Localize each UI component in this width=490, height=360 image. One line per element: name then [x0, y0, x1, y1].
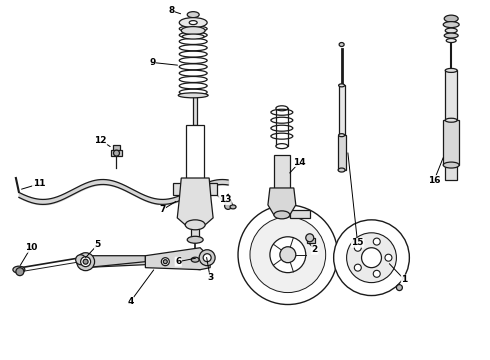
Text: 15: 15	[351, 238, 364, 247]
Ellipse shape	[191, 257, 199, 262]
Text: 1: 1	[401, 275, 408, 284]
Circle shape	[373, 238, 380, 245]
Circle shape	[373, 270, 380, 277]
Bar	[307, 238, 315, 243]
Circle shape	[270, 237, 306, 273]
Ellipse shape	[185, 220, 205, 230]
Circle shape	[306, 234, 314, 242]
Bar	[111, 150, 122, 156]
Ellipse shape	[445, 68, 457, 72]
Ellipse shape	[444, 15, 458, 22]
Circle shape	[83, 259, 88, 264]
Ellipse shape	[276, 106, 288, 111]
Circle shape	[16, 268, 24, 276]
Ellipse shape	[187, 12, 199, 18]
Bar	[173, 183, 181, 195]
Ellipse shape	[444, 33, 458, 38]
Ellipse shape	[114, 150, 120, 156]
Text: 5: 5	[95, 240, 101, 249]
Circle shape	[362, 248, 382, 268]
Ellipse shape	[445, 118, 457, 122]
Circle shape	[76, 253, 95, 271]
Ellipse shape	[230, 205, 236, 209]
Polygon shape	[81, 256, 146, 268]
Ellipse shape	[189, 21, 197, 24]
Ellipse shape	[443, 22, 459, 28]
Bar	[186, 125, 204, 180]
Ellipse shape	[13, 266, 25, 273]
Circle shape	[203, 254, 211, 262]
Polygon shape	[146, 248, 210, 270]
Bar	[274, 155, 290, 190]
Text: 12: 12	[94, 136, 107, 145]
Circle shape	[334, 220, 409, 296]
Polygon shape	[268, 188, 296, 215]
Circle shape	[354, 244, 361, 251]
Text: 7: 7	[159, 206, 166, 215]
Ellipse shape	[445, 28, 457, 33]
Text: 6: 6	[175, 257, 181, 266]
Circle shape	[199, 250, 215, 266]
Text: 14: 14	[294, 158, 306, 167]
Ellipse shape	[182, 34, 204, 39]
Ellipse shape	[178, 93, 208, 98]
Ellipse shape	[276, 144, 288, 149]
Bar	[339, 85, 344, 135]
Bar	[193, 95, 197, 125]
Ellipse shape	[339, 42, 344, 46]
Text: 13: 13	[219, 195, 231, 204]
Bar	[443, 120, 459, 165]
Bar	[290, 210, 310, 218]
Text: 4: 4	[127, 297, 134, 306]
Circle shape	[161, 258, 169, 266]
Bar	[445, 165, 457, 180]
Circle shape	[385, 254, 392, 261]
Circle shape	[224, 202, 232, 210]
Circle shape	[250, 217, 326, 293]
Bar	[209, 183, 217, 195]
Circle shape	[81, 257, 91, 267]
Ellipse shape	[338, 168, 345, 172]
Bar	[445, 71, 457, 120]
Ellipse shape	[443, 162, 459, 168]
Circle shape	[396, 285, 402, 291]
Text: 10: 10	[24, 243, 37, 252]
Circle shape	[75, 255, 86, 265]
Bar	[191, 225, 199, 240]
Circle shape	[163, 260, 167, 264]
Circle shape	[346, 233, 396, 283]
Text: 2: 2	[312, 245, 318, 254]
Bar	[276, 108, 288, 146]
Polygon shape	[81, 250, 210, 270]
Ellipse shape	[274, 211, 290, 219]
Text: 16: 16	[428, 176, 441, 185]
Polygon shape	[177, 178, 213, 225]
Ellipse shape	[339, 134, 344, 137]
Ellipse shape	[179, 18, 207, 28]
Circle shape	[280, 247, 296, 263]
Ellipse shape	[339, 84, 344, 87]
Ellipse shape	[181, 27, 205, 35]
Text: 11: 11	[32, 180, 45, 189]
Circle shape	[238, 205, 338, 305]
Circle shape	[354, 264, 361, 271]
Ellipse shape	[187, 236, 203, 243]
Ellipse shape	[446, 39, 456, 42]
Text: 9: 9	[149, 58, 155, 67]
Text: 8: 8	[168, 6, 174, 15]
Text: 3: 3	[207, 273, 213, 282]
Bar	[113, 145, 121, 154]
Bar	[338, 135, 345, 170]
